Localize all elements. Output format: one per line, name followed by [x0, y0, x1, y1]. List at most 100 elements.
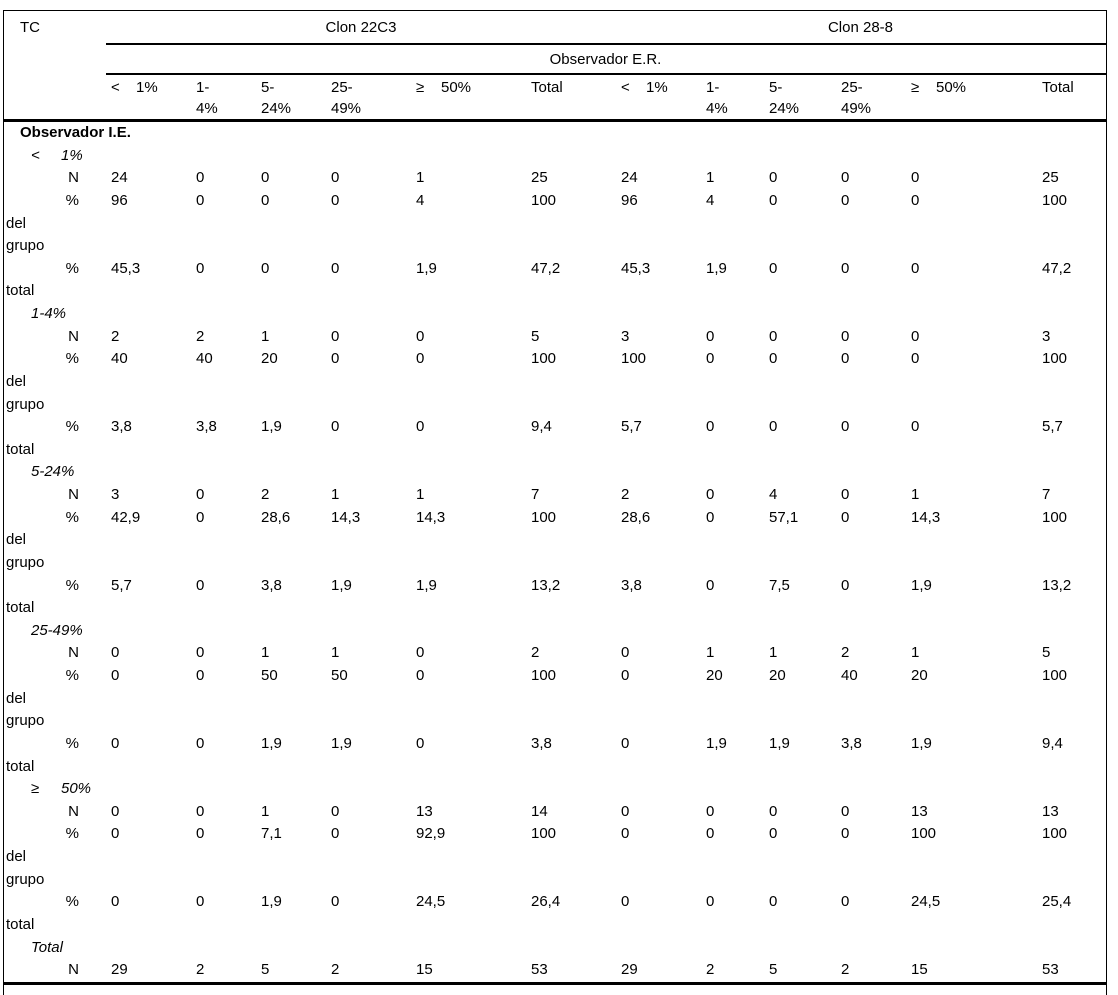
data-cell: 29 [621, 961, 638, 979]
section-label-text: 25-49% [31, 621, 83, 639]
row-stat-label-continuation: total [6, 282, 35, 300]
data-row: % 96 0 0 0 4 100 96 4 0 0 0 100 [4, 190, 1106, 213]
data-cell: 0 [331, 802, 340, 820]
section-label-text: 5-24% [31, 463, 75, 481]
row-group-header-line: Observador I.E. [4, 122, 1106, 145]
data-cell: 0 [911, 350, 920, 368]
data-cell: 0 [911, 418, 920, 436]
table-body: Observador I.E. <1% N 24 0 0 0 1 25 24 1 0 0 0 25% 96 0 0… [4, 122, 1106, 982]
data-cell: 2 [841, 961, 850, 979]
data-cell: 0 [706, 350, 715, 368]
data-cell: 13 [416, 802, 433, 820]
data-cell: 14,3 [331, 508, 361, 526]
data-cell: 0 [769, 893, 778, 911]
data-cell: 2 [261, 486, 270, 503]
data-cell: 100 [621, 350, 647, 368]
comparison-symbol: ≥ [416, 79, 425, 96]
section-label-line: ≥50% [4, 778, 1106, 801]
group-header-clon-22c3: Clon 22C3 [325, 18, 397, 36]
column-header-line2: 24% [769, 100, 800, 117]
data-cell: 0 [196, 259, 205, 277]
data-cell: 24,5 [416, 893, 446, 911]
data-cell: 2 [841, 644, 850, 662]
data-cell: 1,9 [706, 259, 727, 277]
data-cell: 0 [196, 508, 205, 526]
data-cell: 5,7 [1042, 418, 1063, 436]
data-cell: 0 [769, 169, 778, 187]
data-cell: 0 [261, 191, 270, 209]
data-cell: 47,2 [531, 259, 561, 277]
section-label-text: 50% [61, 780, 92, 798]
data-cell: 5 [769, 961, 778, 979]
column-header-line2: 4% [706, 100, 728, 117]
data-cell: 1,9 [769, 734, 790, 752]
column-header-label: 1% [136, 79, 158, 96]
data-cell: 100 [1042, 508, 1068, 526]
row-stat-label-continuation: grupo [6, 870, 45, 888]
column-header: Total [1037, 75, 1105, 119]
data-cell: 96 [111, 191, 128, 209]
data-cell: 50 [261, 667, 278, 684]
data-cell: 0 [621, 667, 630, 684]
label-continuation-line: total [4, 280, 1106, 303]
column-header: <1% [616, 75, 701, 119]
column-header: ≥50% [411, 75, 526, 119]
row-stat-label: % [65, 259, 79, 277]
data-cell: 0 [841, 350, 850, 368]
data-cell: 2 [111, 327, 120, 345]
data-cell: 3,8 [531, 734, 552, 752]
row-stat-label: % [65, 576, 79, 594]
data-cell: 24 [111, 169, 128, 187]
data-cell: 7,1 [261, 825, 282, 843]
data-cell: 7,5 [769, 576, 790, 594]
row-stat-label: N [68, 644, 79, 662]
corner-label: TC [20, 18, 40, 36]
row-stat-label: % [65, 893, 79, 911]
data-cell: 15 [416, 961, 433, 979]
row-group-header: Observador I.E. [20, 124, 131, 141]
observer-header-row: Observador E.R. [4, 45, 1106, 73]
row-stat-label-continuation: del [6, 531, 27, 549]
label-continuation-line: total [4, 914, 1106, 937]
data-cell: 0 [841, 802, 850, 820]
data-cell: 2 [706, 961, 715, 979]
clone-header-rule [106, 43, 1106, 45]
data-cell: 40 [196, 350, 213, 368]
data-cell: 100 [1042, 350, 1068, 368]
data-cell: 20 [911, 667, 928, 684]
data-cell: 0 [331, 350, 340, 368]
label-continuation-line: grupo [4, 235, 1106, 258]
data-row: % 0 0 50 50 0 100 0 20 20 40 20 100 [4, 665, 1106, 688]
comparison-symbol: < [111, 79, 120, 96]
data-cell: 4 [706, 191, 715, 209]
section-label: <1% [4, 145, 404, 168]
data-cell: 7 [1042, 486, 1051, 503]
data-cell: 20 [261, 350, 278, 368]
column-header: 5- 24% [256, 75, 326, 119]
data-cell: 42,9 [111, 508, 141, 526]
data-cell: 100 [531, 825, 557, 843]
data-row: N 24 0 0 0 1 25 24 1 0 0 0 25 [4, 167, 1106, 190]
data-cell: 26,4 [531, 893, 561, 911]
data-cell: 1,9 [911, 576, 932, 594]
section-label-line: 25-49% [4, 620, 1106, 643]
data-cell: 14,3 [416, 508, 446, 526]
data-cell: 0 [769, 327, 778, 345]
data-cell: 3,8 [621, 576, 642, 594]
data-cell: 0 [331, 191, 340, 209]
row-stat-label: N [68, 802, 79, 820]
label-continuation-line: grupo [4, 394, 1106, 417]
data-row: N 2 2 1 0 0 5 3 0 0 0 0 3 [4, 326, 1106, 349]
data-row: % 42,9 0 28,6 14,3 14,3 100 28,6 0 57,1 0 14,3 100 [4, 507, 1106, 530]
data-cell: 0 [706, 802, 715, 820]
data-cell: 100 [531, 350, 557, 368]
data-cell: 1 [769, 644, 778, 662]
table-frame: TC Clon 22C3 Clon 28-8 Observador E.R. <… [3, 10, 1107, 995]
label-continuation-line: grupo [4, 869, 1106, 892]
data-cell: 5,7 [621, 418, 642, 436]
data-cell: 0 [769, 418, 778, 436]
data-cell: 0 [331, 169, 340, 187]
data-cell: 2 [196, 327, 205, 345]
row-stat-label: N [68, 486, 79, 503]
